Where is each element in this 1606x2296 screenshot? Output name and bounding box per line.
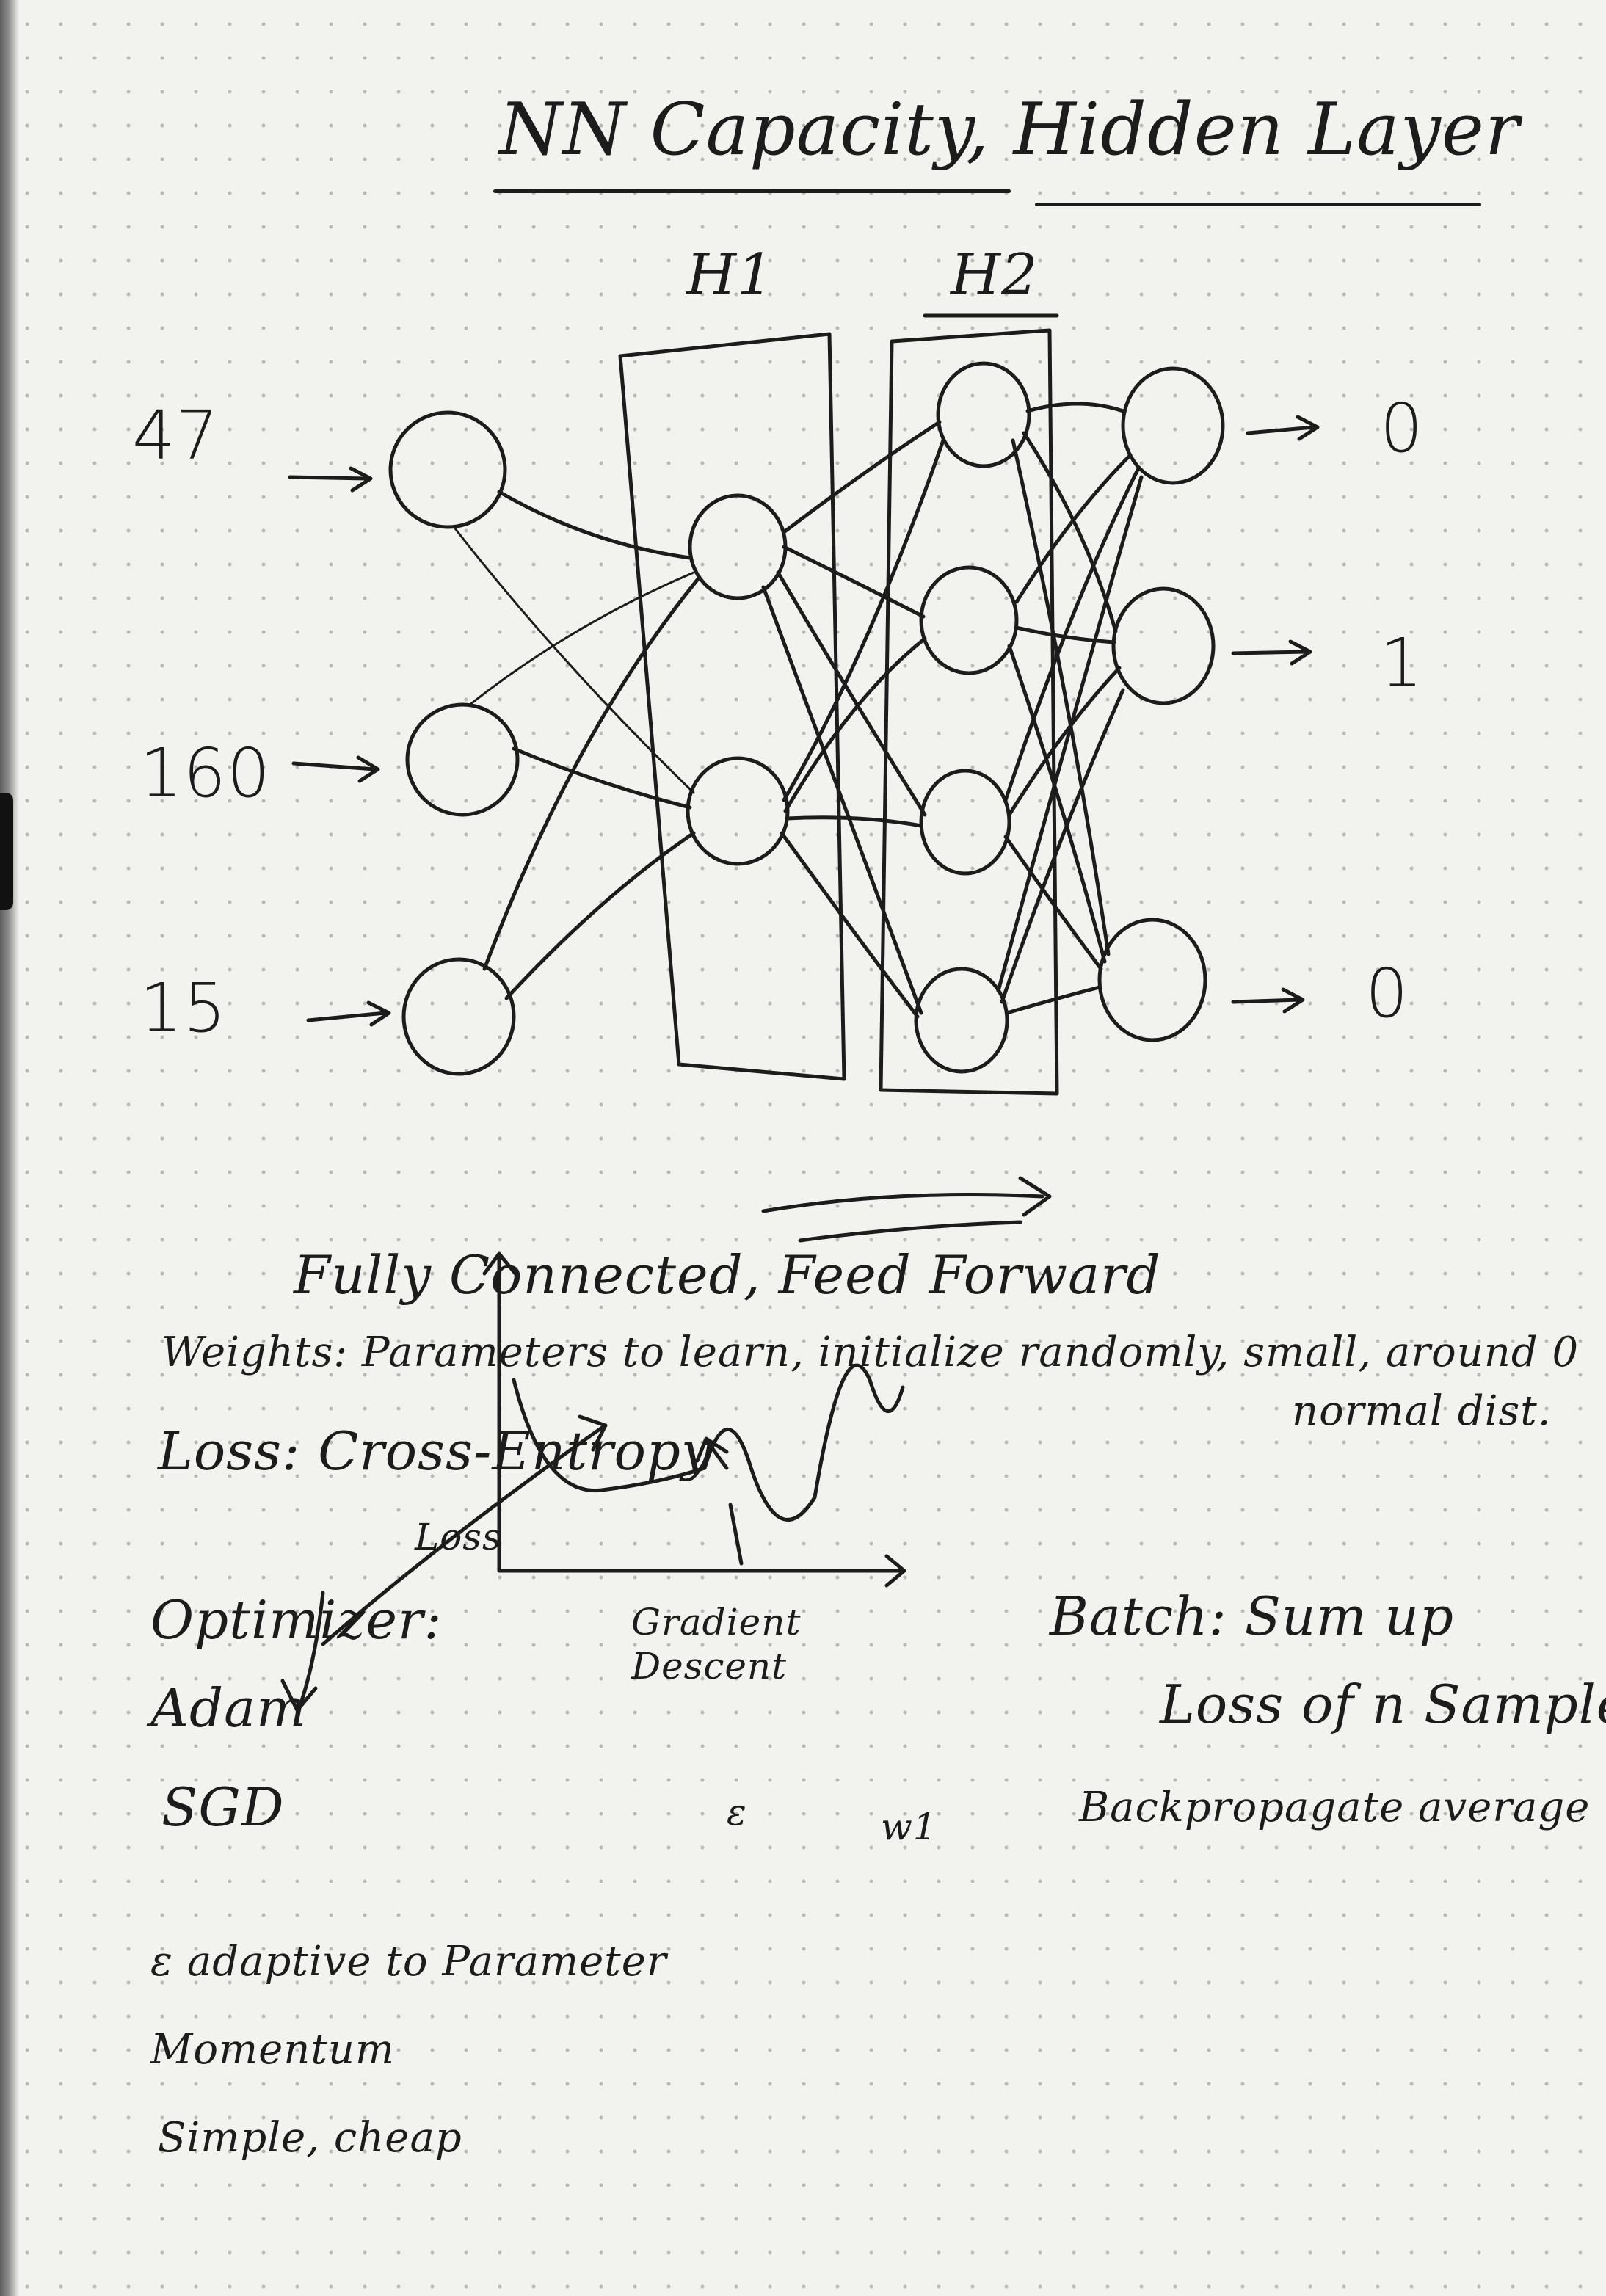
epsilon-label: ε (727, 1791, 747, 1834)
output-node-2 (1111, 586, 1216, 705)
connection (761, 585, 923, 1015)
optimizer-sgd: SGD (161, 1776, 285, 1838)
batch-note-line-3: Backpropagate average (1079, 1784, 1591, 1831)
hidden-layer-2-box (879, 328, 1059, 1096)
connection (1005, 985, 1102, 1015)
connection (1022, 431, 1118, 633)
hidden-layer-1-box (618, 332, 846, 1081)
notebook-page-edge (0, 0, 19, 2296)
connection (782, 438, 945, 802)
connection (504, 831, 696, 1000)
loss-axis-label: Loss (415, 1516, 502, 1558)
notebook-binder-clip (0, 793, 13, 910)
loss-curve (512, 1363, 905, 1522)
gradient-step-mark (728, 1503, 744, 1566)
loss-graph-axes (497, 1257, 905, 1573)
connection (1000, 688, 1125, 1004)
h2-node-3 (919, 769, 1011, 876)
input-arrow-3 (306, 1000, 391, 1027)
gradient-descent-annotation: Gradient Descent (631, 1601, 802, 1688)
connection (785, 815, 923, 828)
h1-node-1 (688, 493, 788, 600)
connection (1007, 666, 1122, 817)
batch-note-line-2: Loss of n Samples (1160, 1674, 1606, 1735)
connection (482, 578, 700, 971)
h2-node-1 (936, 361, 1031, 468)
feed-forward-arrow-stroke (798, 1220, 1022, 1243)
connection (512, 746, 692, 810)
title-underline-right (1035, 203, 1481, 206)
connection (782, 420, 942, 534)
w1-axis-label: w1 (881, 1806, 937, 1848)
h2-node-4 (914, 967, 1009, 1074)
connection (780, 831, 920, 1019)
connection (1007, 644, 1107, 964)
input-value-1: 47 (132, 396, 220, 475)
h1-node-2 (686, 756, 790, 866)
w1-axis-arrow (884, 1554, 906, 1588)
input-value-3: 15 (139, 969, 228, 1047)
optimizer-adam: Adam (150, 1677, 308, 1739)
sgd-note: Simple, cheap (158, 2114, 462, 2162)
title-underline-left (493, 189, 1011, 193)
page-title: NN Capacity, Hidden Layer (499, 88, 1520, 172)
output-arrow-2 (1231, 639, 1312, 666)
optimizer-heading: Optimizer: (150, 1589, 443, 1651)
connection (1025, 402, 1125, 413)
output-arrow-3 (1231, 987, 1305, 1014)
hidden-layer-1-label: H1 (686, 242, 774, 308)
output-node-1 (1121, 366, 1225, 485)
loss-note: Loss: Cross-Entropy (158, 1420, 712, 1482)
sgd-to-graph-arrow (321, 1414, 608, 1646)
gradient-descent-arrow (695, 1436, 729, 1470)
optimizer-bracket-arrow (280, 1591, 325, 1712)
connection (782, 545, 926, 619)
output-arrow-1 (1246, 415, 1320, 441)
input-node-3 (402, 957, 516, 1076)
input-value-2: 160 (139, 734, 271, 813)
connection (1011, 438, 1111, 956)
input-arrow-1 (288, 466, 373, 493)
hidden-layer-2-label: H2 (951, 242, 1039, 308)
connection (1003, 835, 1103, 971)
connection (497, 490, 692, 560)
input-arrow-2 (291, 755, 380, 783)
network-subtitle: Fully Connected, Feed Forward (294, 1244, 1161, 1306)
connection (468, 571, 695, 706)
adam-note-momentum: Momentum (150, 2026, 396, 2074)
connection (1003, 468, 1140, 802)
weights-note: Weights: Parameters to learn, initialize… (161, 1329, 1580, 1376)
connection (996, 475, 1144, 993)
output-value-1: 0 (1380, 389, 1424, 468)
batch-note-line-1: Batch: Sum up (1050, 1585, 1454, 1647)
connection (1014, 453, 1133, 604)
feed-forward-arrow (761, 1176, 1052, 1217)
connection (776, 570, 927, 817)
weights-distribution-note: normal dist. (1292, 1387, 1552, 1435)
loss-axis-arrow (482, 1251, 517, 1276)
h2-node-2 (919, 565, 1019, 675)
output-node-3 (1097, 918, 1207, 1042)
connection (454, 527, 695, 794)
input-node-2 (405, 702, 520, 817)
connection (783, 636, 927, 813)
input-node-1 (388, 410, 507, 529)
adam-note-epsilon: ε adaptive to Parameter (150, 1938, 667, 1986)
output-value-3: 0 (1365, 954, 1409, 1033)
output-value-2: 1 (1380, 624, 1424, 702)
